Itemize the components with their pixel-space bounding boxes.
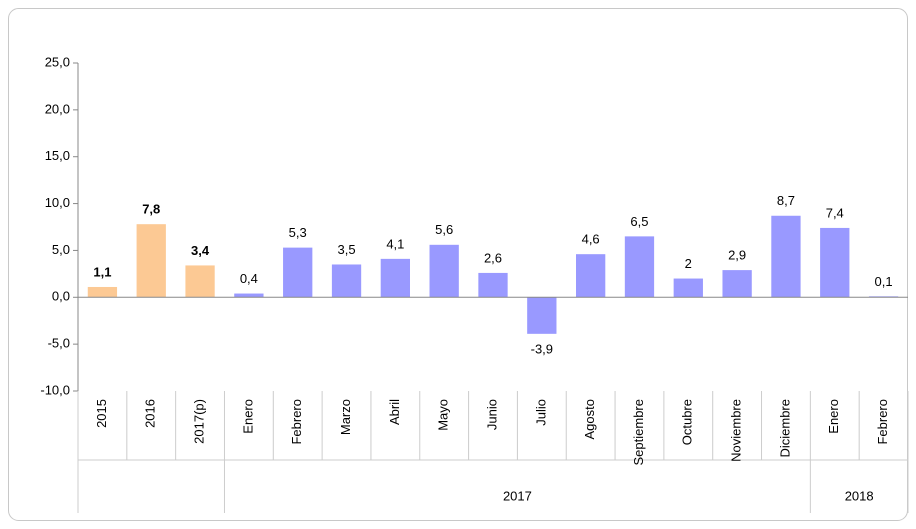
x-tick-label: Septiembre: [631, 399, 646, 465]
y-tick-label: 20,0: [45, 101, 70, 116]
data-label: 4,6: [582, 232, 600, 247]
group-label: 2017: [503, 488, 532, 503]
x-tick-label: Junio: [484, 399, 499, 430]
bar: [234, 293, 264, 298]
bar: [624, 236, 655, 298]
bar: [87, 286, 118, 298]
bar: [136, 224, 166, 298]
x-tick-label: Octubre: [680, 399, 695, 445]
bar: [331, 264, 362, 298]
y-tick-label: 0,0: [52, 289, 70, 304]
x-tick-label: 2015: [94, 399, 109, 428]
x-tick-label: Enero: [240, 399, 255, 434]
data-label: 1,1: [93, 264, 111, 279]
x-tick-label: Marzo: [338, 399, 353, 435]
x-tick-label: Febrero: [289, 399, 304, 445]
bar: [820, 227, 850, 298]
bar: [771, 215, 801, 298]
x-tick-label: Abril: [387, 399, 402, 425]
bar: [380, 258, 410, 298]
bar: [185, 265, 215, 298]
y-tick-label: -10,0: [40, 382, 70, 397]
y-tick-label: 15,0: [45, 148, 70, 163]
bar: [576, 254, 606, 298]
data-label: 2: [685, 256, 692, 271]
bar: [283, 247, 313, 298]
x-tick-label: 2016: [143, 399, 158, 428]
data-label: 4,1: [386, 236, 404, 251]
bar: [722, 270, 752, 298]
x-tick-label: Noviembre: [729, 399, 744, 462]
x-tick-label: Julio: [533, 399, 548, 426]
bar: [429, 244, 459, 298]
data-label: 5,3: [289, 225, 307, 240]
x-tick-label: Agosto: [582, 399, 597, 439]
bar: [673, 278, 703, 298]
x-tick-label: Mayo: [436, 399, 451, 431]
y-tick-label: -5,0: [48, 336, 70, 351]
data-label: 0,1: [875, 274, 893, 289]
data-label: 5,6: [435, 222, 453, 237]
data-label: 2,9: [728, 248, 746, 263]
bar: [527, 297, 557, 334]
data-label: 3,4: [191, 243, 210, 258]
data-label: 3,5: [337, 242, 355, 257]
data-label: -3,9: [531, 341, 553, 356]
y-tick-label: 25,0: [45, 54, 70, 69]
data-label: 8,7: [777, 193, 795, 208]
y-tick-label: 5,0: [52, 242, 70, 257]
x-tick-label: 2017(p): [191, 399, 206, 444]
data-label: 6,5: [630, 214, 648, 229]
y-tick-label: 10,0: [45, 195, 70, 210]
x-tick-label: Diciembre: [777, 399, 792, 458]
bar: [478, 272, 508, 298]
x-tick-label: Febrero: [875, 399, 890, 445]
x-tick-label: Enero: [826, 399, 841, 434]
data-label: 2,6: [484, 250, 502, 265]
group-label: 2018: [845, 488, 874, 503]
data-label: 7,4: [826, 205, 844, 220]
data-label: 7,8: [142, 202, 160, 217]
data-label: 0,4: [240, 271, 258, 286]
